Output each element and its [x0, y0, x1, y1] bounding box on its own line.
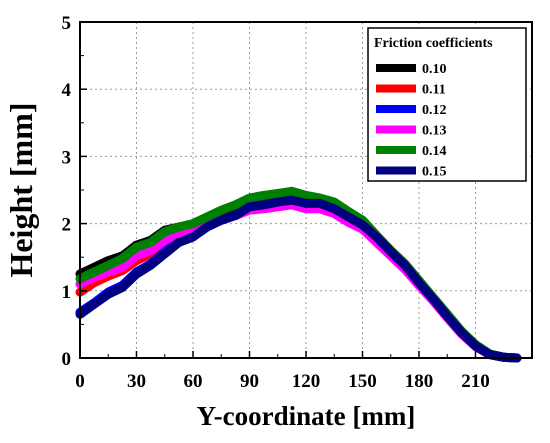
- legend-item: 0.12: [376, 103, 447, 118]
- y-tick-label: 5: [62, 13, 72, 34]
- tick-marks: [79, 21, 505, 359]
- y-tick-label: 0: [62, 349, 72, 370]
- legend-label: 0.10: [422, 62, 447, 77]
- x-tick-label: 60: [184, 371, 203, 392]
- x-tick-label: 180: [405, 371, 434, 392]
- legend-item: 0.14: [376, 144, 447, 159]
- x-tick-label: 30: [127, 371, 146, 392]
- series-line-0.13: [75, 200, 522, 363]
- x-tick-label: 210: [461, 371, 490, 392]
- series-line-0.14: [75, 186, 522, 363]
- x-tick-label: 120: [292, 371, 321, 392]
- legend-label: 0.11: [422, 83, 446, 98]
- legend-item: 0.11: [376, 83, 446, 98]
- series-line-0.10: [75, 188, 522, 363]
- legend-item: 0.13: [376, 124, 447, 139]
- x-tick-label: 0: [75, 371, 85, 392]
- legend-label: 0.12: [422, 103, 447, 118]
- legend-box: [367, 27, 527, 182]
- x-tick-label: 90: [240, 371, 259, 392]
- y-tick-label: 4: [62, 80, 72, 101]
- y-axis-title: Height [mm]: [3, 102, 39, 277]
- legend-items: 0.10 0.11 0.12 0.13 0.14 0.15: [376, 62, 447, 180]
- y-tick-labels: 0 1 2 3 4 5: [62, 13, 72, 370]
- legend-item: 0.10: [376, 62, 447, 77]
- legend-title: Friction coefficients: [374, 36, 493, 51]
- x-tick-label: 150: [348, 371, 377, 392]
- x-tick-labels: 0 30 60 90 120 150 180 210: [75, 371, 490, 392]
- legend-label: 0.13: [422, 124, 447, 139]
- series-line-0.11: [75, 197, 522, 363]
- legend-item: 0.15: [376, 165, 447, 180]
- legend-label: 0.15: [422, 165, 447, 180]
- x-axis-title: Y-coordinate [mm]: [197, 401, 416, 431]
- series-layer: [75, 186, 522, 363]
- legend: Friction coefficients 0.100.110.120.130.…: [367, 27, 527, 182]
- y-tick-label: 2: [62, 215, 72, 236]
- series-line-0.15: [75, 195, 522, 363]
- legend-label: 0.14: [422, 144, 447, 159]
- y-tick-label: 3: [62, 147, 72, 168]
- y-tick-label: 1: [62, 282, 72, 303]
